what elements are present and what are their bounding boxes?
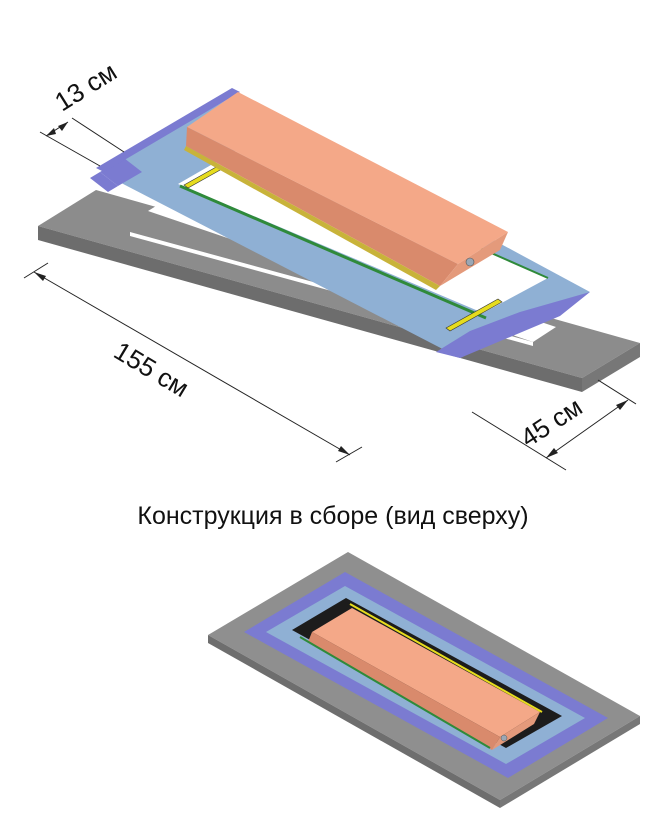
dimension-label-45: 45 см (515, 391, 588, 453)
dimension-label-155: 155 см (109, 335, 194, 403)
dimension-45cm: 45 см (471, 379, 637, 471)
dimension-label-13: 13 см (49, 56, 122, 117)
caption: Конструкция в сборе (вид сверху) (137, 502, 528, 530)
exploded-view: 13 см 155 см 45 см (23, 56, 640, 471)
assembled-view (208, 552, 640, 808)
mattress-block (184, 92, 508, 290)
dimension-13cm: 13 см (39, 56, 125, 167)
